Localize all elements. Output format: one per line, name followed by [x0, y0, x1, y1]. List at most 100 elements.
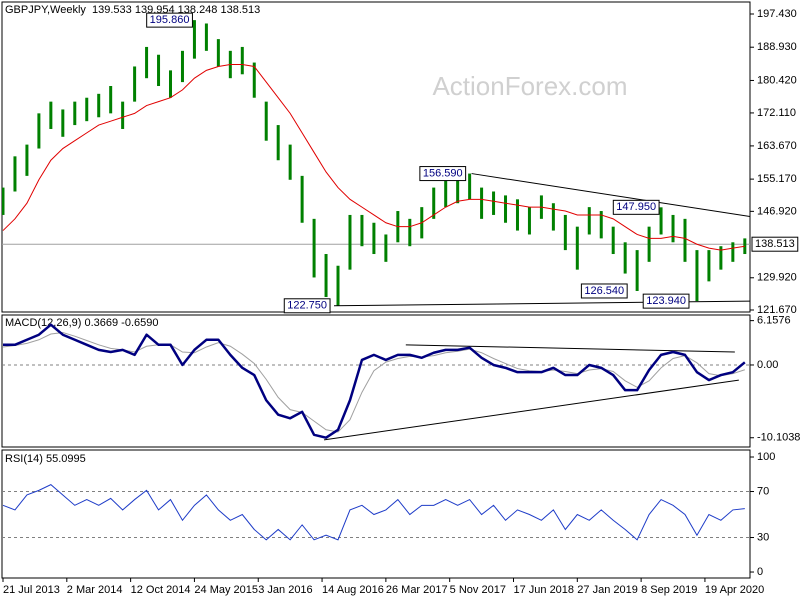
- price-bar: [109, 86, 113, 114]
- price-bar: [384, 234, 388, 262]
- price-bar: [216, 39, 220, 67]
- price-bar: [121, 101, 125, 129]
- annotation-label: 195.860: [150, 14, 190, 26]
- last-price-label: 138.513: [755, 238, 795, 250]
- price-bar: [73, 101, 77, 126]
- price-bar: [312, 218, 316, 278]
- x-tick-label: 17 Jun 2018: [513, 584, 574, 596]
- price-bar: [551, 203, 555, 231]
- x-tick-label: 26 Mar 2017: [386, 584, 448, 596]
- price-bar: [587, 207, 591, 235]
- y-tick-label: 0.00: [757, 359, 778, 371]
- macd-title: MACD(12,26,9) 0.3669 -0.6590: [5, 317, 158, 329]
- price-bar: [480, 187, 484, 219]
- trendline: [323, 379, 739, 441]
- price-bar: [264, 101, 268, 141]
- y-tick-label: -10.1038: [757, 432, 800, 444]
- price-bar: [204, 23, 208, 51]
- price-bar: [276, 125, 280, 161]
- y-tick-label: 163.670: [757, 140, 797, 152]
- panel-plot: [2, 484, 750, 541]
- y-tick-label: 146.920: [757, 205, 797, 217]
- y-tick-label: 197.430: [757, 8, 797, 20]
- annotation-box: [642, 293, 690, 309]
- annotation-label: 156.590: [423, 167, 463, 179]
- x-tick-label: 27 Jan 2019: [577, 584, 638, 596]
- price-bar: [192, 20, 196, 59]
- macd-panel: [1, 314, 751, 448]
- price-bar: [300, 175, 304, 223]
- price-bar: [527, 207, 531, 235]
- y-tick-label: 188.930: [757, 41, 797, 53]
- annotation-box: [283, 298, 331, 314]
- annotation-box: [612, 199, 660, 215]
- macd-line: [3, 323, 746, 439]
- y-tick-label: 70: [757, 485, 769, 497]
- price-bar: [515, 199, 519, 231]
- annotation-box: [146, 12, 193, 28]
- price-bar: [97, 93, 101, 118]
- x-tick-label: 21 Jul 2013: [3, 584, 60, 596]
- last-price-box: [751, 236, 799, 252]
- moving-average: [2, 64, 745, 251]
- price-bar: [504, 195, 508, 223]
- y-tick-label: 180.420: [757, 74, 797, 86]
- x-tick-label: 14 Aug 2016: [322, 584, 384, 596]
- price-bar: [432, 187, 436, 219]
- price-bar: [623, 242, 627, 274]
- price-bar: [252, 62, 256, 98]
- annotation-label: 122.750: [287, 300, 327, 312]
- price-bar: [157, 54, 161, 87]
- y-tick-label: 129.920: [757, 272, 797, 284]
- price-bar: [408, 218, 412, 247]
- x-tick-label: 19 Apr 2020: [705, 584, 764, 596]
- price-bar: [695, 250, 699, 302]
- price-bar: [444, 179, 448, 208]
- price-bar: [180, 50, 184, 83]
- price-bar: [61, 109, 65, 137]
- rsi-line: [2, 484, 745, 541]
- price-bar: [49, 101, 53, 129]
- price-bar: [145, 46, 149, 79]
- price-bar: [468, 173, 472, 200]
- price-bar: [659, 207, 663, 235]
- price-bar: [336, 265, 340, 306]
- price-bar: [372, 222, 376, 255]
- price-bar: [2, 187, 5, 215]
- price-bar: [133, 66, 137, 102]
- x-tick-label: 2 Mar 2014: [67, 584, 123, 596]
- y-tick-label: 172.110: [757, 107, 796, 119]
- price-bar: [731, 242, 735, 262]
- panel-plot: [2, 20, 750, 307]
- price-bar: [599, 211, 603, 239]
- price-bar: [25, 144, 29, 176]
- price-bar: [348, 214, 352, 270]
- y-tick-label: 0: [757, 566, 763, 578]
- price-bar: [647, 226, 651, 262]
- price-bar: [707, 250, 711, 282]
- price-bar: [635, 250, 639, 291]
- price-bar: [563, 214, 567, 251]
- price-bar: [360, 214, 364, 247]
- price-bar: [13, 156, 17, 192]
- price-bar: [492, 191, 496, 215]
- trendline: [471, 173, 750, 218]
- watermark: ActionForex.com: [432, 71, 627, 101]
- price-bar: [240, 46, 244, 75]
- rsi-panel: [1, 449, 751, 579]
- annotation-label: 147.950: [616, 201, 656, 213]
- price-bar: [324, 254, 328, 297]
- annotation-label: 123.940: [646, 295, 686, 307]
- y-tick-label: 100: [757, 451, 775, 463]
- price-bar: [575, 226, 579, 270]
- x-tick-label: 8 Sep 2019: [641, 584, 697, 596]
- annotation-label: 126.540: [584, 285, 624, 297]
- price-bar: [683, 218, 687, 262]
- x-tick-label: 12 Oct 2014: [131, 584, 191, 596]
- price-bar: [37, 113, 41, 149]
- annotation-box: [580, 283, 628, 299]
- trendline: [405, 344, 735, 353]
- x-tick-label: 5 Nov 2017: [450, 584, 506, 596]
